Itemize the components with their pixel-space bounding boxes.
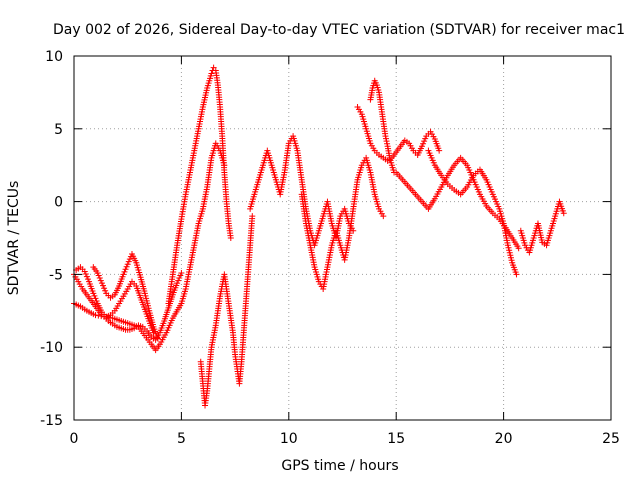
- data-point: [418, 143, 425, 150]
- data-point: [96, 275, 103, 282]
- data-point: [177, 272, 184, 279]
- data-point: [382, 133, 389, 140]
- data-point: [91, 292, 98, 299]
- data-point: [92, 295, 99, 302]
- x-tick-label: 0: [70, 431, 79, 447]
- data-point: [95, 272, 102, 279]
- y-axis-label: SDTVAR / TECUs: [6, 181, 22, 296]
- data-point: [176, 275, 183, 282]
- data-point: [154, 335, 161, 342]
- data-point: [436, 147, 443, 154]
- data-point: [178, 269, 185, 276]
- x-tick-label: 5: [177, 431, 186, 447]
- data-point: [122, 266, 129, 273]
- data-point: [125, 258, 132, 265]
- x-tick-label: 10: [280, 431, 298, 447]
- data-point: [90, 290, 97, 297]
- y-tick-label: -15: [40, 413, 63, 429]
- data-point: [126, 256, 133, 263]
- data-point: [560, 210, 567, 217]
- data-point: [97, 277, 104, 284]
- data-point: [94, 269, 101, 276]
- data-point: [101, 285, 108, 292]
- data-point: [384, 140, 391, 147]
- data-point: [515, 245, 522, 252]
- data-point: [383, 138, 390, 145]
- y-tick-label: -5: [49, 267, 63, 283]
- y-tick-label: 0: [54, 195, 63, 211]
- y-tick-label: 10: [45, 49, 63, 65]
- data-point: [98, 280, 105, 287]
- data-point: [513, 271, 520, 278]
- data-points: [71, 64, 567, 409]
- data-point: [421, 138, 428, 145]
- data-point: [120, 271, 127, 278]
- data-point: [123, 263, 130, 270]
- x-tick-label: 25: [602, 431, 620, 447]
- chart-title: Day 002 of 2026, Sidereal Day-to-day VTE…: [53, 22, 625, 38]
- plot-frame: [73, 55, 612, 421]
- x-tick-label: 15: [387, 431, 405, 447]
- axis-ticks: 0 5 10 15 20 25 -15 -10 -5 0 5 10: [40, 49, 620, 447]
- data-point: [422, 135, 429, 142]
- data-point: [124, 261, 131, 268]
- data-point: [380, 213, 387, 220]
- data-point: [93, 297, 100, 304]
- data-point: [249, 213, 256, 220]
- y-tick-label: -10: [40, 340, 63, 356]
- grid-lines: [74, 56, 611, 420]
- data-point: [83, 273, 90, 280]
- data-point: [382, 135, 389, 142]
- data-point: [121, 268, 128, 275]
- x-tick-label: 20: [495, 431, 513, 447]
- data-point: [81, 268, 88, 275]
- x-axis-label: GPS time / hours: [281, 458, 398, 474]
- data-point: [102, 287, 109, 294]
- data-point: [82, 271, 89, 278]
- data-point: [99, 282, 106, 289]
- data-point: [227, 235, 234, 241]
- data-point: [84, 276, 91, 283]
- y-tick-label: 5: [54, 122, 63, 138]
- data-point: [420, 140, 427, 147]
- data-point: [174, 280, 181, 287]
- data-point: [175, 277, 182, 284]
